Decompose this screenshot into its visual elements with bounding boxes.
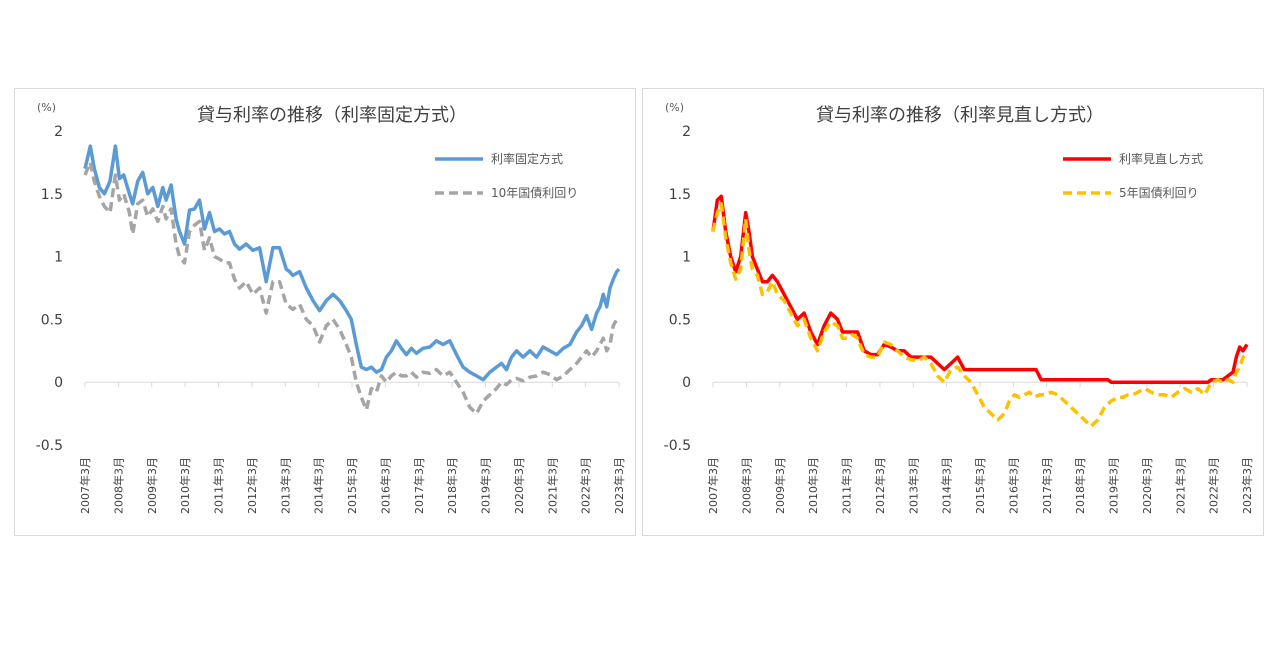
x-tick-label: 2019年3月 [479,457,493,514]
chart-svg-revision-rate: 貸与利率の推移（利率見直し方式） (%) 2 1.5 1 0.5 0 -0.5 2007年3… [664,101,1254,514]
y-tick-label: 1 [54,250,63,266]
x-tick-label: 2022年3月 [579,457,593,514]
legend-label-1: 利率固定方式 [491,151,563,166]
y-tick-label: -0.5 [36,438,63,454]
x-tick-label: 2013年3月 [906,457,920,514]
series-line-1 [83,144,621,382]
y-tick-label: 2 [682,124,691,140]
x-tick-label: 2010年3月 [806,457,820,514]
x-tick-label: 2020年3月 [512,457,526,514]
plot-area: 2 1.5 1 0.5 0 -0.5 2007年3月 2008年3月 2009年3月 2010年3… [36,124,626,514]
y-tick-label: 0.5 [41,312,63,328]
y-tick-label: 1 [682,250,691,266]
x-tick-label: 2007年3月 [78,457,92,514]
x-tick-label: 2008年3月 [739,457,753,514]
plot-area: 2 1.5 1 0.5 0 -0.5 2007年3月 2008年3月 2009年3月 2010年3… [664,124,1254,514]
x-tick-label: 2023年3月 [1240,457,1254,514]
chart-title: 貸与利率の推移（利率見直し方式） [816,105,1104,126]
series-line-2 [83,160,621,416]
chart-panel-fixed-rate: 貸与利率の推移（利率固定方式） (%) 2 1.5 1 0.5 0 -0.5 2007年3月… [14,88,636,536]
x-tick-label: 2009年3月 [773,457,787,514]
x-tick-label: 2015年3月 [973,457,987,514]
x-tick-label: 2017年3月 [1040,457,1054,514]
series-line-1 [711,194,1249,384]
x-tick-label: 2011年3月 [840,457,854,514]
x-tick-label: 2020年3月 [1140,457,1154,514]
x-tick-label: 2019年3月 [1107,457,1121,514]
x-tick-label: 2012年3月 [245,457,259,514]
legend-label-2: 10年国債利回り [491,185,578,200]
x-tick-label: 2017年3月 [412,457,426,514]
x-tick-label: 2012年3月 [873,457,887,514]
chart-panel-revision-rate: 貸与利率の推移（利率見直し方式） (%) 2 1.5 1 0.5 0 -0.5 2007年3… [642,88,1264,536]
y-tick-label: 1.5 [669,187,691,203]
x-tick-label: 2018年3月 [445,457,459,514]
x-tick-label: 2021年3月 [1173,457,1187,514]
y-tick-label: 0.5 [669,312,691,328]
x-tick-label: 2016年3月 [378,457,392,514]
x-tick-label: 2022年3月 [1207,457,1221,514]
chart-title: 貸与利率の推移（利率固定方式） [197,105,467,126]
x-tick-label: 2015年3月 [345,457,359,514]
x-tick-label: 2021年3月 [545,457,559,514]
x-tick-label: 2013年3月 [278,457,292,514]
x-tick-label: 2010年3月 [178,457,192,514]
y-tick-label: 1.5 [41,187,63,203]
series-line-2 [711,202,1248,428]
y-tick-label: 0 [682,375,691,391]
x-tick-label: 2023年3月 [612,457,626,514]
x-tick-label: 2009年3月 [145,457,159,514]
chart-svg-fixed-rate: 貸与利率の推移（利率固定方式） (%) 2 1.5 1 0.5 0 -0.5 2007年3月… [36,101,626,514]
x-tick-label: 2016年3月 [1006,457,1020,514]
y-tick-label: 0 [54,375,63,391]
x-tick-label: 2007年3月 [706,457,720,514]
legend-label-2: 5年国債利回り [1119,185,1199,200]
y-tick-label: -0.5 [664,438,691,454]
y-tick-label: 2 [54,124,63,140]
x-tick-label: 2014年3月 [312,457,326,514]
x-tick-label: 2011年3月 [212,457,226,514]
y-unit-label: (%) [37,101,56,114]
legend-label-1: 利率見直し方式 [1119,151,1203,166]
x-tick-label: 2014年3月 [940,457,954,514]
x-tick-label: 2018年3月 [1073,457,1087,514]
x-tick-label: 2008年3月 [111,457,125,514]
y-unit-label: (%) [665,101,684,114]
